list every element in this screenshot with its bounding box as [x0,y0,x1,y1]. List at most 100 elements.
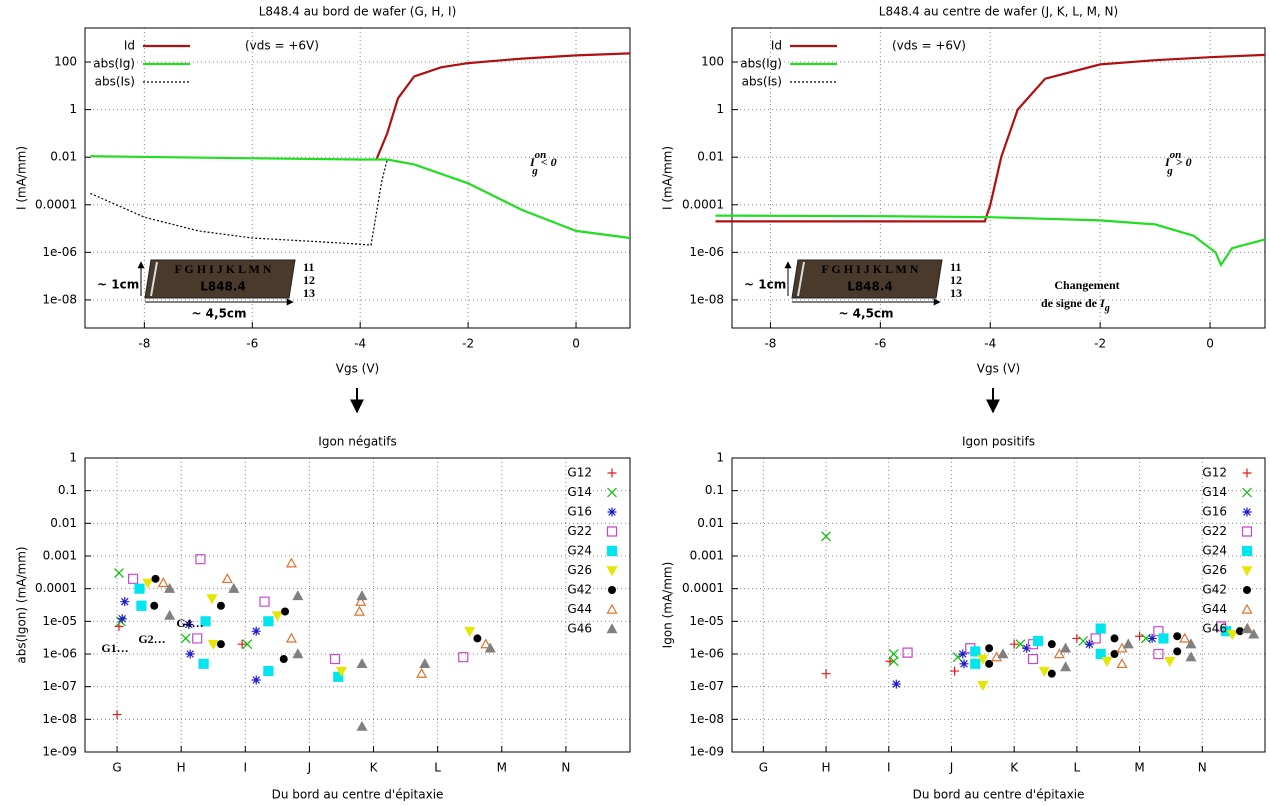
note: (vds = +6V) [892,39,966,53]
point [195,554,206,565]
y-tick-label: 0.1 [58,483,77,497]
line [90,155,631,240]
inset-text: L848.4 [847,280,893,294]
annotation-text: I [1099,296,1106,310]
legend-label: abs(Ig) [740,57,782,71]
point [821,531,831,542]
point [1116,658,1128,669]
y-tick-label: 0.01 [697,516,724,530]
y-axis-label: Igon (mA/mm) [661,562,675,649]
point [977,681,989,692]
inset-text: ~ 1cm [744,278,786,292]
legend-label: G12 [1202,466,1227,480]
point [200,616,211,627]
annotation-text: g [1104,303,1110,314]
y-axis-label: I (mA/mm) [15,146,29,210]
y-tick-label: 0.01 [697,150,724,164]
point [891,679,901,689]
point [473,634,482,643]
point [985,644,994,653]
point [1173,632,1182,641]
inset-text: F G H I J K L M N [822,262,919,276]
point [281,607,290,616]
point [184,619,194,629]
point [353,605,365,616]
point [1032,635,1044,647]
x-tick-label: M [497,761,507,775]
point [329,653,341,665]
point [821,669,831,679]
point [356,590,368,601]
inset-text: ~ 4,5cm [838,307,893,321]
point [484,642,496,653]
legend-swatch [606,623,618,634]
legend-swatch [606,526,618,537]
x-tick-label: I [887,761,891,775]
x-tick-label: J [307,761,312,775]
y-tick-label: 0.001 [690,549,724,563]
point [259,596,270,607]
point [157,577,169,588]
legend-label: G26 [567,563,592,577]
x-tick-label: -6 [246,337,258,351]
x-tick-label: 0 [1206,337,1214,351]
point [1022,643,1032,653]
inset-text: F G H I J K L M N [175,262,272,276]
annotation-text: Changement [1054,278,1119,292]
point [416,667,428,678]
legend-label: G12 [567,466,592,480]
line [715,214,1266,268]
annotation: Ion g > 0 [1164,149,1192,177]
point [150,601,159,610]
inset-text: ~ 4,5cm [191,307,246,321]
x-tick-label: I [244,761,248,775]
point [228,582,240,593]
y-tick-label: 1e-08 [689,292,724,306]
plot-frame [731,27,1266,329]
legend-label: G24 [1202,544,1227,558]
x-tick-label: G [759,761,768,775]
legend-label: Id [771,39,782,53]
legend-label: Id [124,39,135,53]
legend-swatch [1241,566,1253,577]
point [1158,633,1169,644]
point [1047,640,1056,649]
point [136,600,147,611]
x-tick-label: H [177,761,186,775]
legend-label: G44 [567,602,592,616]
note: (vds = +6V) [245,39,319,53]
legend-label: abs(Is) [95,75,135,89]
point [1185,651,1197,662]
point [1226,630,1238,641]
y-tick-label: 1e-06 [689,647,724,661]
point [216,601,225,610]
annotation-text: > 0 [1173,155,1192,169]
x-axis-label: Du bord au centre d'épitaxie [913,788,1085,802]
point [251,675,261,685]
legend-label: G24 [567,544,592,558]
y-tick-label: 0.01 [50,516,77,530]
annotation-text: < 0 [538,155,557,169]
legend-swatch [1242,487,1252,498]
inset-line [797,261,805,297]
y-tick-label: 100 [701,55,724,69]
point [292,590,304,601]
point [355,595,367,606]
point [1060,642,1072,653]
y-tick-label: 1 [716,102,724,116]
point [1147,633,1157,643]
group-label: G4… [176,616,203,630]
point [251,626,261,636]
y-tick-label: 1e-06 [42,647,77,661]
point [221,573,233,584]
annotation-text: de signe de Ig [1041,296,1110,315]
point [480,638,492,649]
y-tick-label: 0.0001 [35,197,77,211]
point [335,666,347,677]
x-tick-label: -2 [462,337,474,351]
legend-swatch [606,545,618,557]
x-tick-label: L [1074,761,1081,775]
point [1053,648,1065,659]
point [164,609,176,620]
legend-label: G42 [567,583,592,597]
